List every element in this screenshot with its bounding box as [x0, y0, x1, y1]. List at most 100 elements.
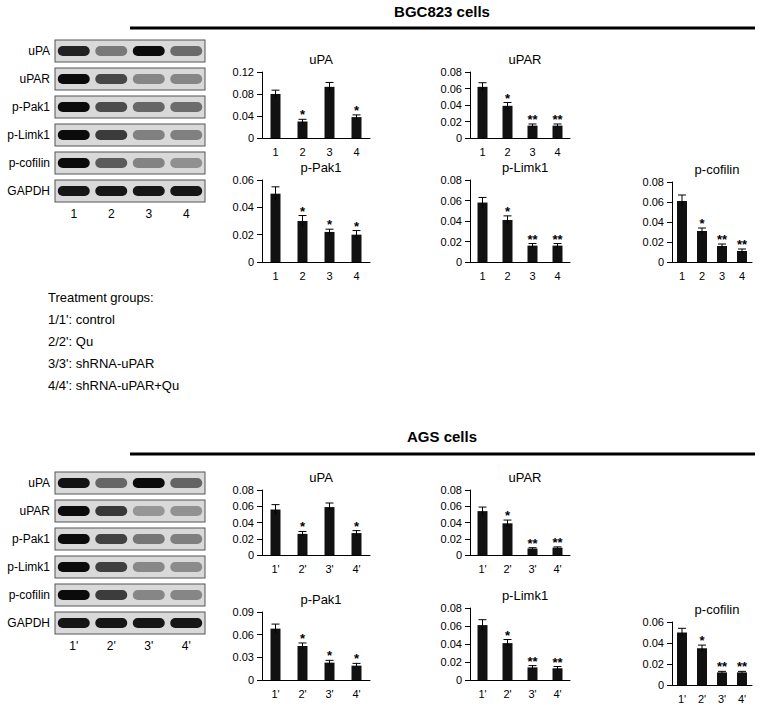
svg-text:p-cofilin: p-cofilin	[695, 602, 740, 617]
svg-text:2': 2'	[298, 563, 306, 575]
svg-text:0.02: 0.02	[441, 656, 462, 668]
svg-text:3/3': shRNA-uPAR: 3/3': shRNA-uPAR	[48, 356, 154, 371]
svg-text:*: *	[354, 519, 360, 534]
svg-text:1: 1	[479, 270, 485, 282]
svg-text:uPA: uPA	[309, 52, 333, 67]
svg-text:p-Limk1: p-Limk1	[7, 560, 50, 574]
svg-text:3: 3	[326, 146, 332, 158]
svg-text:0: 0	[248, 549, 254, 561]
svg-text:0.04: 0.04	[643, 216, 664, 228]
svg-text:**: **	[737, 659, 748, 674]
svg-text:**: **	[527, 536, 538, 551]
svg-text:1: 1	[679, 270, 685, 282]
svg-text:0.06: 0.06	[643, 196, 664, 208]
svg-text:2/2': Qu: 2/2': Qu	[48, 334, 93, 349]
svg-text:0.08: 0.08	[441, 484, 462, 496]
svg-text:*: *	[300, 519, 306, 534]
svg-text:GAPDH: GAPDH	[7, 184, 50, 198]
svg-text:0.04: 0.04	[233, 517, 254, 529]
svg-text:**: **	[552, 232, 563, 247]
svg-text:*: *	[300, 107, 306, 122]
svg-text:0.04: 0.04	[441, 517, 462, 529]
svg-text:2: 2	[504, 270, 510, 282]
svg-text:p-Limk1: p-Limk1	[502, 160, 548, 175]
svg-text:0: 0	[456, 674, 462, 686]
svg-text:2: 2	[699, 270, 705, 282]
svg-text:0.08: 0.08	[233, 484, 254, 496]
svg-text:2': 2'	[503, 688, 511, 700]
svg-text:uPA: uPA	[28, 476, 50, 490]
svg-text:AGS cells: AGS cells	[407, 428, 477, 445]
svg-text:4: 4	[183, 207, 190, 221]
svg-text:2: 2	[299, 146, 305, 158]
svg-text:0.08: 0.08	[441, 66, 462, 78]
svg-text:1': 1'	[478, 563, 486, 575]
svg-text:0.02: 0.02	[441, 236, 462, 248]
svg-text:3: 3	[326, 270, 332, 282]
svg-text:*: *	[699, 633, 705, 648]
svg-text:0.06: 0.06	[441, 195, 462, 207]
svg-text:*: *	[699, 216, 705, 231]
svg-text:0: 0	[248, 132, 254, 144]
svg-text:1/1': control: 1/1': control	[48, 312, 115, 327]
svg-text:*: *	[505, 91, 511, 106]
svg-text:1': 1'	[271, 688, 279, 700]
svg-text:*: *	[354, 219, 360, 234]
svg-text:uPAR: uPAR	[509, 470, 542, 485]
svg-text:0.06: 0.06	[233, 174, 254, 186]
svg-text:4': 4'	[352, 563, 360, 575]
svg-text:2': 2'	[107, 639, 116, 653]
svg-text:0.04: 0.04	[643, 637, 664, 649]
svg-text:4': 4'	[352, 688, 360, 700]
svg-text:4/4': shRNA-uPAR+Qu: 4/4': shRNA-uPAR+Qu	[48, 378, 179, 393]
svg-text:0.08: 0.08	[233, 88, 254, 100]
svg-text:Treatment groups:: Treatment groups:	[48, 290, 154, 305]
svg-text:1: 1	[479, 146, 485, 158]
svg-text:4: 4	[353, 146, 359, 158]
svg-text:0.08: 0.08	[441, 174, 462, 186]
svg-text:*: *	[354, 103, 360, 118]
svg-text:0.02: 0.02	[441, 116, 462, 128]
svg-text:uPAR: uPAR	[509, 52, 542, 67]
svg-text:1: 1	[70, 207, 77, 221]
svg-text:*: *	[327, 217, 333, 232]
svg-text:*: *	[300, 631, 306, 646]
svg-text:2: 2	[108, 207, 115, 221]
svg-text:0.06: 0.06	[441, 620, 462, 632]
svg-text:**: **	[717, 659, 728, 674]
svg-text:0.04: 0.04	[233, 110, 254, 122]
svg-text:0.06: 0.06	[233, 500, 254, 512]
svg-text:0.04: 0.04	[441, 215, 462, 227]
svg-text:4: 4	[554, 270, 560, 282]
svg-text:p-cofilin: p-cofilin	[9, 588, 50, 602]
svg-text:2': 2'	[298, 688, 306, 700]
svg-text:**: **	[552, 112, 563, 127]
svg-text:4: 4	[353, 270, 359, 282]
svg-text:2: 2	[299, 270, 305, 282]
svg-text:3': 3'	[325, 688, 333, 700]
svg-text:p-Limk1: p-Limk1	[7, 128, 50, 142]
svg-text:1: 1	[272, 270, 278, 282]
svg-text:4': 4'	[738, 693, 746, 705]
svg-text:0.02: 0.02	[643, 236, 664, 248]
svg-text:3': 3'	[528, 563, 536, 575]
svg-text:**: **	[717, 232, 728, 247]
svg-text:**: **	[527, 232, 538, 247]
svg-text:uPA: uPA	[28, 44, 50, 58]
svg-text:1': 1'	[271, 563, 279, 575]
svg-text:1': 1'	[678, 693, 686, 705]
svg-text:uPAR: uPAR	[20, 504, 51, 518]
svg-text:3: 3	[719, 270, 725, 282]
svg-text:*: *	[505, 508, 511, 523]
svg-text:p-Pak1: p-Pak1	[12, 100, 50, 114]
svg-text:*: *	[505, 204, 511, 219]
svg-text:1': 1'	[478, 688, 486, 700]
svg-text:uPAR: uPAR	[20, 72, 51, 86]
svg-text:p-Pak1: p-Pak1	[300, 160, 341, 175]
svg-text:3: 3	[145, 207, 152, 221]
svg-text:3': 3'	[528, 688, 536, 700]
svg-text:3: 3	[529, 146, 535, 158]
svg-text:**: **	[527, 654, 538, 669]
svg-text:3': 3'	[718, 693, 726, 705]
svg-text:0.06: 0.06	[643, 616, 664, 628]
